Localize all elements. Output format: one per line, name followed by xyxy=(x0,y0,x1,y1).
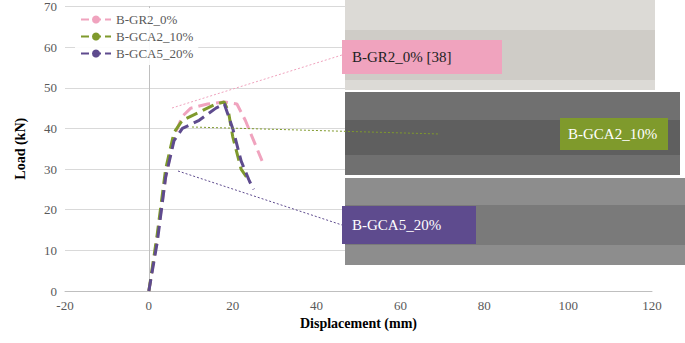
svg-text:B-GR2_0%: B-GR2_0% xyxy=(116,12,178,27)
svg-text:B-GCA2_10%: B-GCA2_10% xyxy=(568,126,657,142)
svg-text:B-GCA5_20%: B-GCA5_20% xyxy=(352,217,441,233)
svg-text:10: 10 xyxy=(44,243,57,258)
svg-text:Displacement (mm): Displacement (mm) xyxy=(300,316,417,332)
svg-text:0: 0 xyxy=(51,284,58,299)
svg-text:80: 80 xyxy=(478,298,491,313)
svg-text:B-GR2_0% [38]: B-GR2_0% [38] xyxy=(352,49,452,65)
svg-text:70: 70 xyxy=(44,0,57,14)
svg-text:50: 50 xyxy=(44,80,57,95)
svg-text:120: 120 xyxy=(642,298,662,313)
svg-text:20: 20 xyxy=(226,298,239,313)
svg-text:-20: -20 xyxy=(56,298,73,313)
svg-text:100: 100 xyxy=(558,298,578,313)
svg-text:40: 40 xyxy=(310,298,323,313)
svg-text:30: 30 xyxy=(44,162,57,177)
svg-text:60: 60 xyxy=(394,298,407,313)
svg-text:0: 0 xyxy=(146,298,153,313)
svg-text:60: 60 xyxy=(44,40,57,55)
svg-text:20: 20 xyxy=(44,202,57,217)
svg-text:B-GCA5_20%: B-GCA5_20% xyxy=(116,46,193,61)
svg-text:B-GCA2_10%: B-GCA2_10% xyxy=(116,29,193,44)
svg-text:Load (kN): Load (kN) xyxy=(13,117,29,179)
svg-text:40: 40 xyxy=(44,121,57,136)
